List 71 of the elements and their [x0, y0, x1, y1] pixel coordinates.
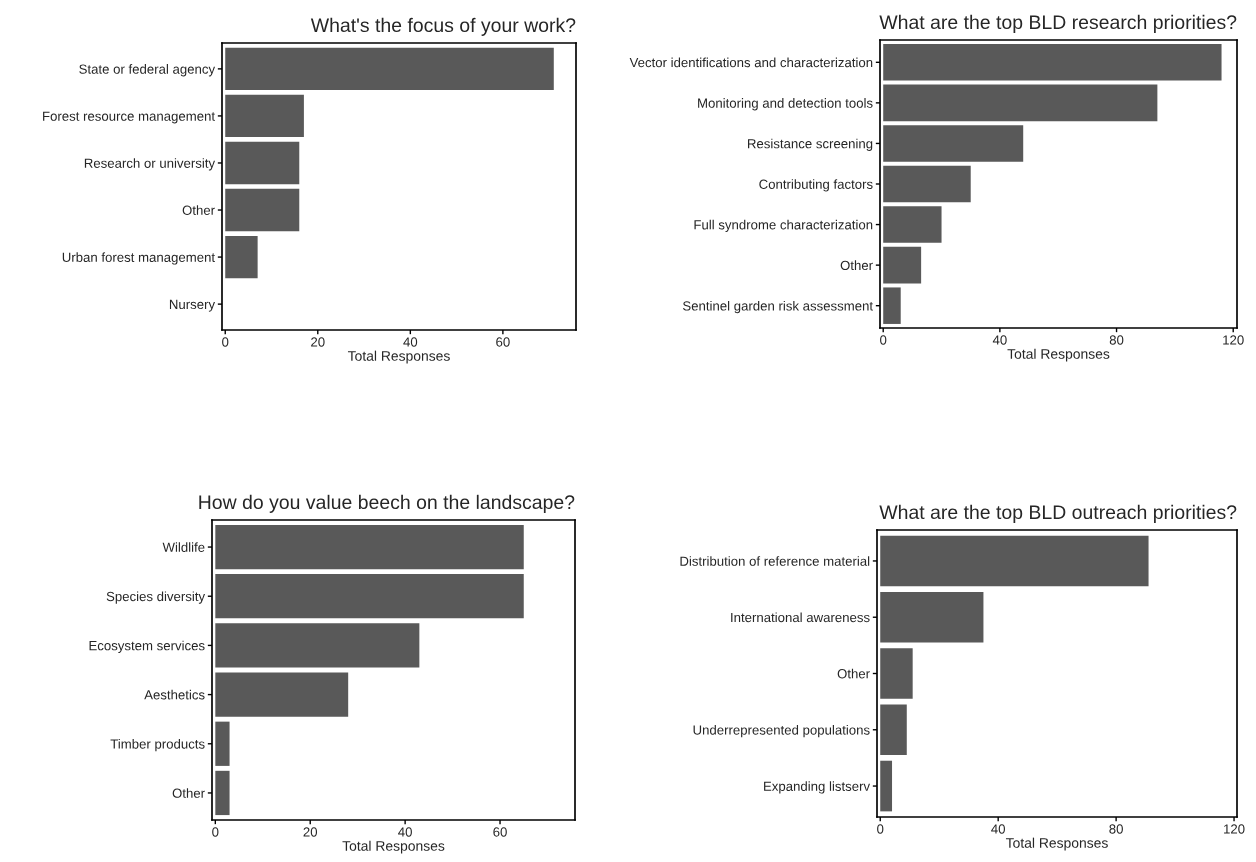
x-tick-label: 20 [303, 827, 318, 837]
y-tick-label: Monitoring and detection tools [698, 98, 873, 111]
chart-title: What's the focus of your work? [310, 17, 576, 36]
bar [883, 165, 971, 203]
bar [880, 535, 1149, 587]
y-tick-label: Contributing factors [759, 179, 873, 192]
x-axis-title: Total Responses [347, 350, 450, 364]
x-axis-title: Total Responses [1005, 837, 1108, 851]
y-tick-label: International awareness [731, 612, 870, 623]
y-tick-label: Research or university [84, 158, 216, 171]
y-tick-label: Wildlife [162, 542, 205, 552]
y-tick-label: Ecosystem services [89, 640, 205, 653]
y-tick-label: State or federal agency [79, 64, 216, 77]
bar [215, 721, 230, 766]
y-tick-label: Full syndrome characterization [694, 219, 873, 233]
bar [215, 672, 349, 717]
x-tick-label: 20 [311, 337, 325, 347]
bar [880, 591, 984, 643]
bar [883, 84, 1158, 122]
bar [883, 246, 922, 284]
x-tick-label: 0 [880, 335, 887, 345]
y-tick-label: Aesthetics [144, 689, 205, 700]
y-tick-label: Underrepresented populations [693, 724, 870, 738]
y-tick-label: Resistance screening [748, 138, 873, 151]
bar [225, 47, 554, 91]
x-tick-label: 40 [403, 337, 418, 347]
x-tick-label: 40 [991, 824, 1005, 834]
bar [880, 648, 913, 699]
x-tick-label: 60 [496, 337, 510, 347]
bar [225, 141, 300, 185]
x-axis-title: Total Responses [342, 840, 445, 854]
bar [215, 770, 230, 816]
chart-title: What are the top BLD research priorities? [879, 14, 1237, 33]
x-tick-label: 0 [212, 827, 219, 837]
y-tick-label: Nursery [169, 299, 216, 312]
y-tick-label: Other [837, 668, 870, 679]
y-tick-label: Other [172, 788, 205, 798]
bar [883, 125, 1024, 162]
x-tick-label: 40 [398, 827, 412, 837]
y-tick-label: Vector identifications and characterization [629, 57, 873, 68]
bar [883, 206, 942, 243]
x-axis-title: Total Responses [1007, 348, 1110, 362]
y-tick-label: Other [182, 205, 215, 215]
x-tick-label: 40 [992, 335, 1007, 345]
bar [883, 44, 1222, 81]
bar [880, 704, 907, 756]
bar [215, 524, 524, 570]
x-tick-label: 0 [877, 824, 884, 834]
x-tick-label: 80 [1109, 335, 1124, 345]
x-tick-label: 80 [1109, 824, 1123, 834]
bar [215, 623, 420, 668]
bar [880, 760, 893, 812]
x-tick-label: 120 [1223, 335, 1244, 345]
bar [215, 574, 524, 619]
y-tick-label: Forest resource management [43, 111, 215, 124]
y-tick-label: Other [840, 260, 873, 271]
y-tick-label: Species diversity [106, 591, 206, 604]
bar [883, 287, 901, 324]
y-tick-label: Timber products [110, 738, 205, 752]
x-tick-label: 0 [222, 337, 229, 347]
y-tick-label: Expanding listserv [764, 781, 871, 794]
bar [225, 94, 304, 138]
bar [225, 235, 258, 279]
x-tick-label: 120 [1224, 824, 1245, 834]
y-tick-label: Sentinel garden risk assessment [682, 300, 873, 314]
y-tick-label: Distribution of reference material [680, 556, 870, 566]
bar [225, 188, 300, 232]
x-tick-label: 60 [493, 827, 507, 837]
y-tick-label: Urban forest management [62, 252, 215, 265]
chart-title: How do you value beech on the landscape? [199, 494, 575, 513]
chart-title: What are the top BLD outreach priorities? [879, 504, 1237, 523]
